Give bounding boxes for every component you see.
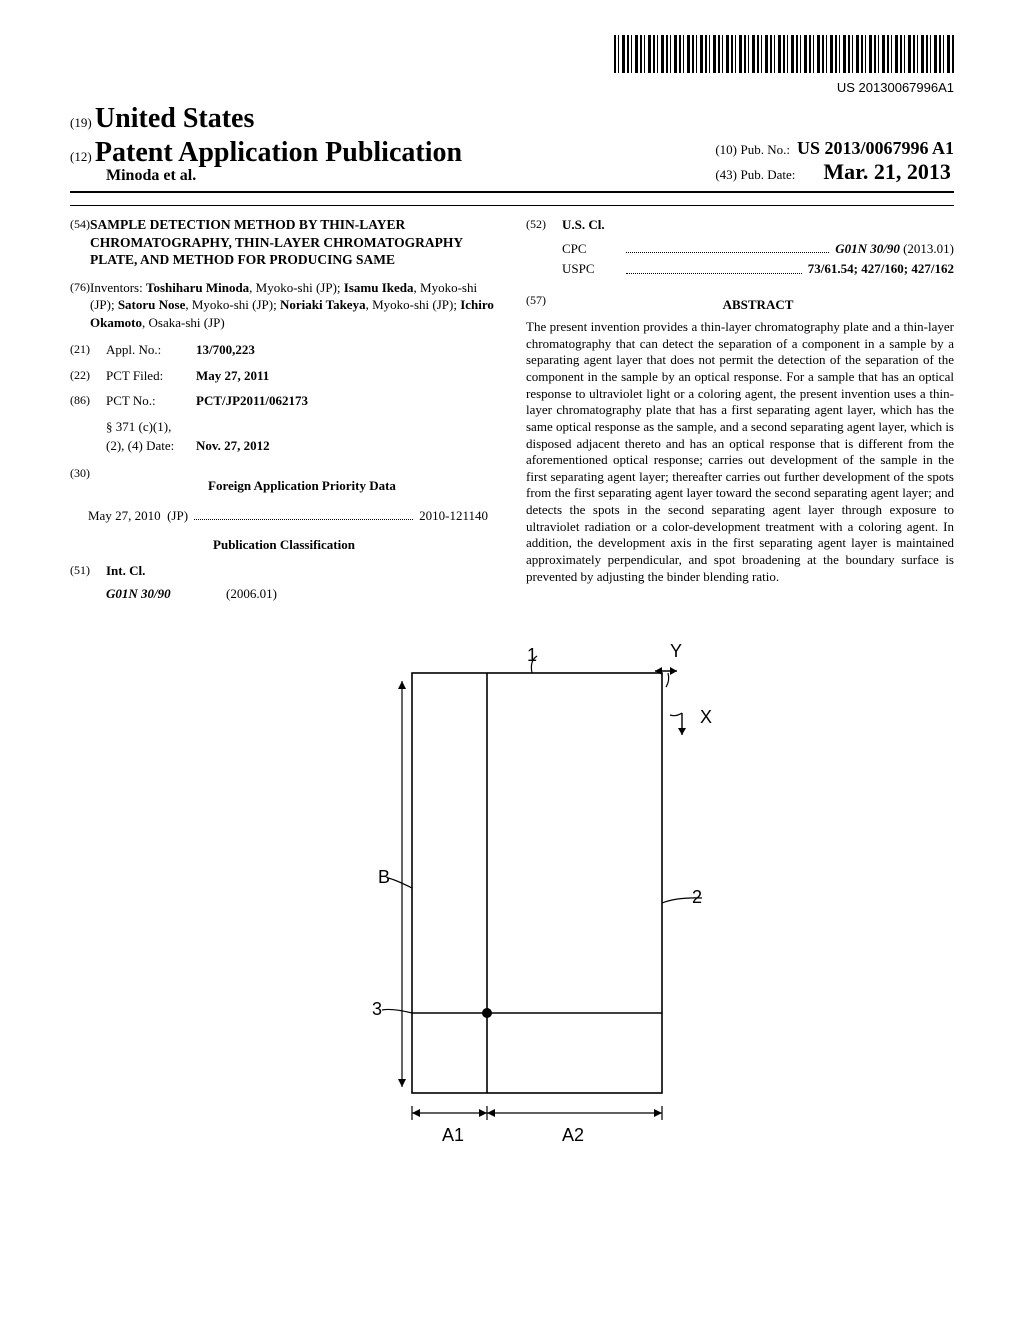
rule-top-thick — [70, 191, 954, 193]
svg-text:X: X — [700, 707, 712, 727]
pubtype-prefix: (12) — [70, 149, 92, 164]
s371-date: Nov. 27, 2012 — [196, 437, 270, 455]
uspc-row: USPC 73/61.54; 427/160; 427/162 — [562, 260, 954, 278]
pctfiled-row: (22) PCT Filed: May 27, 2011 — [70, 367, 498, 385]
header-row: (19) United States (12) Patent Applicati… — [70, 103, 954, 185]
abstract-text: The present invention provides a thin-la… — [526, 319, 954, 585]
svg-text:Y: Y — [670, 641, 682, 661]
applno-label: Appl. No.: — [106, 341, 196, 359]
pubno-label: Pub. No.: — [740, 142, 789, 157]
pctno-label: PCT No.: — [106, 392, 196, 410]
pubclass-head: Publication Classification — [70, 536, 498, 554]
title-row: (54) SAMPLE DETECTION METHOD BY THIN-LAY… — [70, 216, 498, 269]
barcode-number: US 20130067996A1 — [70, 80, 954, 95]
barcode-block: US 20130067996A1 — [70, 35, 954, 95]
cpc-year: (2013.01) — [903, 241, 954, 256]
pctno-row: (86) PCT No.: PCT/JP2011/062173 — [70, 392, 498, 410]
right-column: (52) U.S. Cl. CPC G01N 30/90 (2013.01) U… — [526, 216, 954, 603]
s371-sub: (2), (4) Date: — [106, 437, 196, 455]
foreign-prefix: (30) — [70, 465, 106, 503]
patent-title: SAMPLE DETECTION METHOD BY THIN-LAYER CH… — [90, 216, 498, 269]
intcl-label: Int. Cl. — [106, 562, 145, 580]
abstract-prefix: (57) — [526, 292, 562, 320]
cpc-label: CPC — [562, 240, 620, 258]
dots-icon — [194, 503, 413, 521]
abstract-label: ABSTRACT — [562, 296, 954, 314]
intcl-year: (2006.01) — [226, 585, 277, 603]
left-column: (54) SAMPLE DETECTION METHOD BY THIN-LAY… — [70, 216, 498, 603]
dots-icon — [626, 256, 802, 274]
pub-type: Patent Application Publication — [95, 137, 462, 168]
foreign-num: 2010-121140 — [419, 507, 488, 525]
barcode-graphic — [614, 35, 954, 73]
pubdate-prefix: (43) — [715, 167, 737, 182]
uscl-label: U.S. Cl. — [562, 216, 605, 234]
intcl-prefix: (51) — [70, 562, 106, 580]
svg-text:B: B — [378, 867, 390, 887]
inventors-prefix: (76) — [70, 279, 90, 332]
country-prefix: (19) — [70, 115, 92, 130]
pctfiled-prefix: (22) — [70, 367, 106, 385]
inventors-row: (76) Inventors: Toshiharu Minoda, Myoko-… — [70, 279, 498, 332]
uscl-row: (52) U.S. Cl. — [526, 216, 954, 234]
dots-icon — [626, 236, 829, 254]
applno: 13/700,223 — [196, 341, 255, 359]
s371-label: § 371 (c)(1), — [106, 418, 498, 436]
foreign-head: Foreign Application Priority Data — [106, 477, 498, 495]
uspc-label: USPC — [562, 260, 620, 278]
header-right: (10) Pub. No.: US 2013/0067996 A1 (43) P… — [715, 138, 954, 185]
rule-top-thin — [70, 205, 954, 206]
authors-line: Minoda et al. — [106, 167, 462, 185]
uscl-prefix: (52) — [526, 216, 562, 234]
pctno-prefix: (86) — [70, 392, 106, 410]
intcl-row: (51) Int. Cl. — [70, 562, 498, 580]
pctfiled-label: PCT Filed: — [106, 367, 196, 385]
body-columns: (54) SAMPLE DETECTION METHOD BY THIN-LAY… — [70, 216, 954, 603]
svg-text:A1: A1 — [442, 1125, 464, 1145]
svg-text:A2: A2 — [562, 1125, 584, 1145]
applno-row: (21) Appl. No.: 13/700,223 — [70, 341, 498, 359]
pubdate-label: Pub. Date: — [740, 167, 795, 182]
foreign-country: (JP) — [167, 507, 188, 525]
foreign-priority-row: May 27, 2010 (JP) 2010-121140 — [88, 507, 488, 525]
uspc-val: 73/61.54; 427/160; 427/162 — [808, 261, 954, 276]
svg-text:3: 3 — [372, 999, 382, 1019]
pubno: US 2013/0067996 A1 — [797, 138, 954, 158]
pubno-prefix: (10) — [715, 142, 737, 157]
svg-text:2: 2 — [692, 887, 702, 907]
patent-figure: 1YXB23A1A2 — [282, 633, 742, 1153]
pctno: PCT/JP2011/062173 — [196, 392, 308, 410]
figure-area: 1YXB23A1A2 — [70, 633, 954, 1153]
cpc-row: CPC G01N 30/90 (2013.01) — [562, 240, 954, 258]
cpc-val: G01N 30/90 — [835, 241, 900, 256]
foreign-date: May 27, 2010 — [88, 507, 161, 525]
title-prefix: (54) — [70, 216, 90, 269]
intcl-code-row: G01N 30/90 (2006.01) — [106, 585, 498, 603]
pctfiled: May 27, 2011 — [196, 367, 269, 385]
inventors-label: Inventors: — [90, 280, 143, 295]
inventors-list: Toshiharu Minoda, Myoko-shi (JP); Isamu … — [90, 280, 494, 330]
header-left: (19) United States (12) Patent Applicati… — [70, 103, 462, 185]
intcl-code: G01N 30/90 — [106, 585, 226, 603]
applno-prefix: (21) — [70, 341, 106, 359]
pubdate: Mar. 21, 2013 — [823, 159, 951, 184]
country-name: United States — [95, 103, 254, 134]
